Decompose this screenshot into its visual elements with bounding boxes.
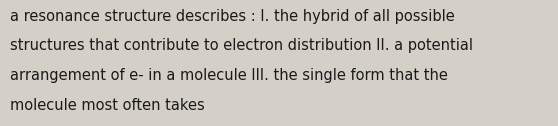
Text: molecule most often takes: molecule most often takes xyxy=(10,98,205,113)
Text: a resonance structure describes : I. the hybrid of all possible: a resonance structure describes : I. the… xyxy=(10,9,455,24)
Text: structures that contribute to electron distribution II. a potential: structures that contribute to electron d… xyxy=(10,38,473,53)
Text: arrangement of e- in a molecule III. the single form that the: arrangement of e- in a molecule III. the… xyxy=(10,68,448,83)
